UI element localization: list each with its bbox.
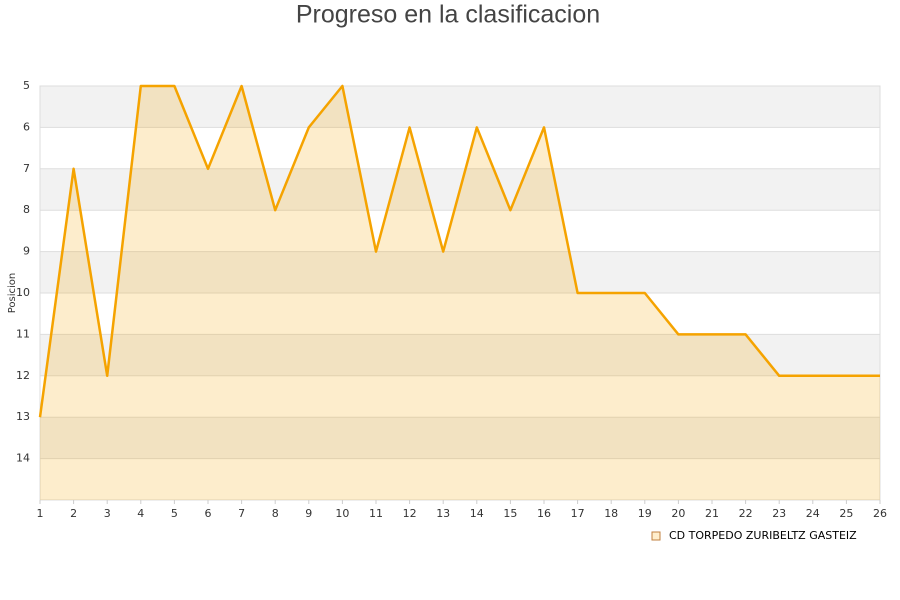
y-tick-label: 14 [16,452,30,465]
x-tick-label: 17 [571,507,585,520]
x-tick-label: 10 [335,507,349,520]
x-tick-label: 26 [873,507,887,520]
y-axis-label: Posicion [7,273,18,314]
y-tick-label: 8 [23,203,30,216]
y-tick-label: 10 [16,286,30,299]
x-tick-label: 8 [272,507,279,520]
chart-title: Progreso en la clasificacion [296,1,600,29]
x-tick-label: 25 [839,507,853,520]
x-tick-label: 11 [369,507,383,520]
grid-band [40,417,880,459]
y-tick-label: 9 [23,245,30,258]
x-tick-label: 12 [403,507,417,520]
grid-band [40,210,880,252]
x-tick-label: 6 [205,507,212,520]
y-tick-label: 7 [23,162,30,175]
x-tick-label: 22 [739,507,753,520]
x-tick-label: 13 [436,507,450,520]
x-tick-label: 16 [537,507,551,520]
x-tick-label: 5 [171,507,178,520]
legend-swatch [651,531,661,541]
grid-band [40,251,880,293]
y-tick-label: 12 [16,369,30,382]
grid-band [40,334,880,376]
grid-band [40,375,880,418]
x-tick-label: 1 [37,507,44,520]
y-tick-label: 5 [23,79,30,92]
x-tick-label: 7 [238,507,245,520]
area-fill [40,86,880,500]
x-tick-label: 20 [671,507,685,520]
x-tick-label: 19 [638,507,652,520]
plot-border [39,85,881,501]
x-tick-label: 2 [70,507,77,520]
grid-band [40,127,880,169]
x-tick-label: 15 [503,507,517,520]
y-tick-label: 11 [16,327,30,340]
legend-label: CD TORPEDO ZURIBELTZ GASTEIZ [669,529,857,542]
grid-band [40,86,880,128]
x-tick-label: 21 [705,507,719,520]
x-tick-label: 9 [305,507,312,520]
x-tick-label: 23 [772,507,786,520]
line [38,84,880,418]
grid-band [40,293,880,335]
x-tick-label: 3 [104,507,111,520]
y-tick-label: 6 [23,120,30,133]
x-tick-label: 14 [470,507,484,520]
x-tick-label: 4 [137,507,144,520]
grid-band [40,458,880,500]
x-tick-label: 24 [806,507,820,520]
y-tick-label: 13 [16,410,30,423]
x-tick-label: 18 [604,507,618,520]
